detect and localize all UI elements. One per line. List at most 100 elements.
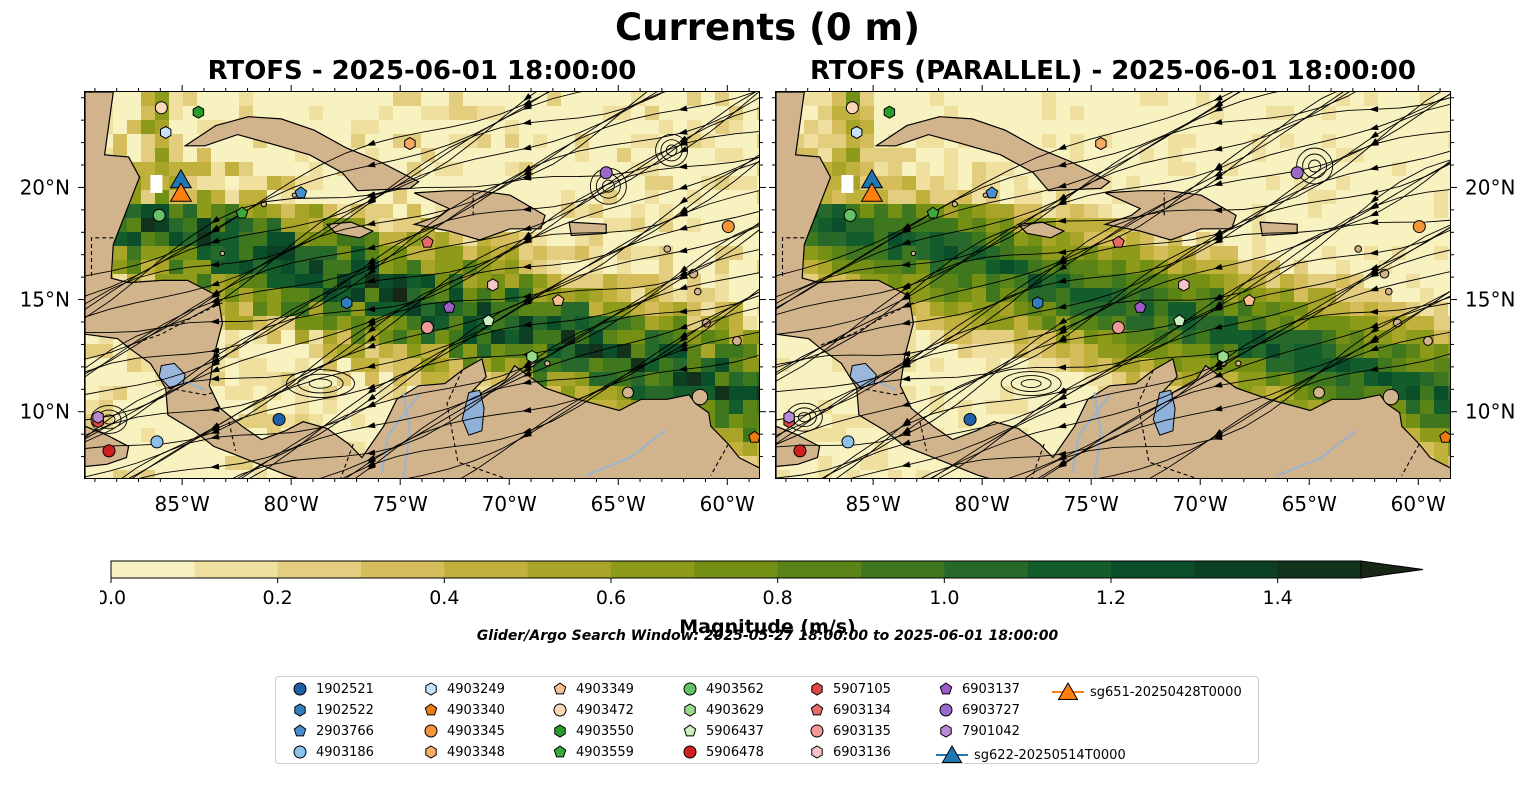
- streamline: [85, 92, 537, 319]
- streamline: [85, 92, 648, 333]
- streamline: [85, 154, 759, 436]
- legend-item: 5906437: [680, 723, 764, 739]
- streamline-arrow: [901, 350, 911, 357]
- streamline: [85, 156, 759, 440]
- streamline-arrow: [1369, 365, 1379, 372]
- colorbar-segment: [277, 561, 362, 578]
- streamline-arrow: [210, 224, 220, 232]
- streamline-arrow: [1369, 285, 1379, 292]
- streamline: [776, 92, 1344, 335]
- streamline: [938, 224, 1450, 478]
- colorbar-segment: [1194, 561, 1279, 578]
- land-puerto-rico: [568, 221, 607, 237]
- float-1902521: [272, 412, 286, 426]
- land-masses: [85, 92, 759, 478]
- streamline-arrow: [901, 461, 911, 468]
- circle-marker-icon: [683, 745, 697, 759]
- streamline-arrow: [522, 234, 532, 240]
- lon-tick-label: 75°W: [1064, 492, 1119, 516]
- country-border: [919, 421, 928, 451]
- streamline-arrow: [678, 209, 688, 216]
- streamline: [85, 92, 658, 318]
- streamline-arrow: [366, 342, 376, 349]
- streamline-arrow: [902, 291, 911, 300]
- legend-item: 4903562: [680, 681, 764, 697]
- lon-tick-label: 60°W: [700, 492, 755, 516]
- small-island: [544, 360, 551, 367]
- eddy-streamline: [297, 373, 344, 394]
- circle-marker-icon: [293, 745, 307, 759]
- streamline-arrow: [366, 401, 376, 408]
- country-border: [1137, 369, 1198, 478]
- river: [875, 380, 897, 392]
- legend-item-label: 4903349: [576, 681, 634, 697]
- colorbar-segment: [861, 561, 945, 578]
- float-4903472: [845, 101, 859, 115]
- streamline: [85, 92, 665, 305]
- current-map-rtofs: [85, 92, 759, 478]
- streamline-arrow: [678, 331, 688, 339]
- legend-item: 6903727: [936, 702, 1020, 718]
- streamline-arrow: [678, 224, 688, 231]
- streamline: [85, 156, 759, 443]
- country-border: [446, 369, 507, 478]
- streamline-arrow: [366, 460, 376, 468]
- legend-float-marker: [424, 703, 438, 716]
- streamline-arrow: [1214, 300, 1223, 309]
- streamline-arrow: [366, 335, 376, 343]
- streamline-arrow: [679, 265, 688, 274]
- eddy-streamline: [1000, 371, 1062, 397]
- legend-float-marker: [553, 703, 567, 717]
- colorbar-segment: [1111, 561, 1195, 578]
- streamline-arrow: [1057, 258, 1067, 266]
- streamline-arrow: [522, 164, 532, 172]
- eddy-streamline: [1308, 159, 1322, 173]
- streamline-arrow: [1369, 334, 1379, 343]
- streamline: [85, 97, 759, 378]
- legend-item: 6903134: [807, 702, 891, 718]
- circle-marker-icon: [424, 724, 438, 738]
- legend-item: 4903349: [550, 681, 634, 697]
- streamline-arrow: [1213, 207, 1223, 214]
- streamline-arrow: [678, 163, 688, 170]
- colorbar-tick-label: 1.0: [929, 587, 959, 609]
- float-4903345: [1412, 220, 1426, 234]
- colorbar-segment: [694, 561, 779, 578]
- streamline: [1098, 331, 1450, 478]
- legend-item: 4903348: [421, 744, 505, 760]
- lon-tick-label: 85°W: [155, 492, 210, 516]
- streamline-arrow: [1369, 201, 1379, 209]
- streamline: [776, 92, 1356, 304]
- float-6903135: [420, 320, 434, 334]
- streamline-arrow: [1057, 454, 1067, 461]
- float-4903349: [1242, 293, 1256, 306]
- small-island: [691, 388, 709, 406]
- hexagon-marker-icon: [940, 724, 952, 738]
- streamline-arrow: [1213, 304, 1223, 311]
- streamline-arrow: [1057, 393, 1067, 401]
- float-markers: [783, 101, 1450, 458]
- streamline-arrow: [366, 319, 376, 328]
- streamline-arrow: [366, 456, 376, 464]
- colorbar-tick-label: 1.2: [1096, 587, 1126, 609]
- land-masses: [776, 92, 1450, 478]
- streamline-arrow: [1213, 263, 1223, 270]
- streamline: [776, 93, 1450, 376]
- legend-item-label: sg651-20250428T0000: [1090, 684, 1242, 700]
- legend-item-label: 6903136: [833, 744, 891, 760]
- streamline-arrow: [366, 362, 376, 369]
- streamlines: [776, 92, 1450, 478]
- float-4903562: [152, 208, 166, 222]
- lon-tick-label: 80°W: [955, 492, 1010, 516]
- streamline-arrow: [366, 386, 376, 395]
- legend-item-label: 4903348: [447, 744, 505, 760]
- legend-item: 4903186: [290, 744, 374, 760]
- legend-float-marker: [683, 724, 697, 737]
- float-6903137: [442, 300, 456, 313]
- legend-item-label: 1902521: [316, 681, 374, 697]
- legend-float-marker: [811, 682, 823, 696]
- land-cuba: [874, 116, 1111, 192]
- streamline-arrow: [1057, 143, 1067, 150]
- legend-float-marker: [293, 724, 307, 737]
- streamline: [776, 92, 1441, 368]
